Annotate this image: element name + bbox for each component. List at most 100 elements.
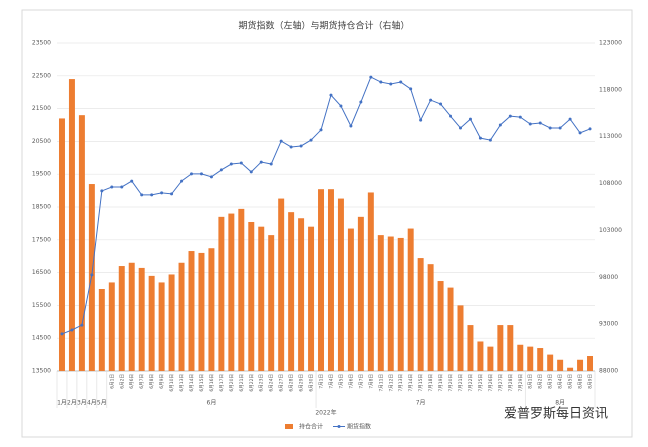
point — [279, 139, 283, 143]
point — [190, 172, 193, 176]
y-tick-label: 22500 — [32, 72, 51, 79]
bar — [288, 212, 295, 371]
point — [459, 126, 462, 130]
x-tick-label: 7月6日 — [348, 374, 354, 389]
y-tick-label: 14500 — [32, 335, 51, 342]
point — [100, 189, 104, 193]
bar — [318, 189, 325, 371]
x-group-label: 2月 — [67, 400, 77, 407]
bar — [298, 218, 305, 371]
bar — [357, 216, 364, 371]
y-tick-label: 18500 — [32, 204, 51, 211]
x-tick-label: 6月29日 — [299, 374, 305, 392]
bar — [148, 275, 155, 371]
x-tick-label: 7月29日 — [518, 374, 524, 392]
bar — [577, 359, 584, 371]
bar — [258, 226, 265, 371]
bar — [497, 325, 504, 371]
bar — [138, 267, 145, 371]
x-tick-label: 8月5日 — [568, 374, 574, 389]
bar — [397, 237, 404, 371]
point — [209, 175, 213, 179]
point — [229, 162, 233, 166]
legend-label: 持仓合计 — [299, 423, 323, 431]
x-tick-label: 7月21日 — [458, 374, 464, 392]
x-tick-label: 7月20日 — [448, 374, 454, 392]
point — [239, 161, 243, 165]
x-group-label: 3月 — [77, 400, 87, 407]
bar — [467, 325, 474, 371]
line — [61, 76, 591, 335]
point — [449, 114, 453, 118]
point — [369, 75, 373, 79]
bar — [158, 282, 165, 371]
x-tick-label: 6月8日 — [149, 374, 155, 389]
bar — [517, 344, 524, 371]
x-tick-label: 6月13日 — [179, 374, 185, 392]
x-tick-label: 6月2日 — [119, 374, 125, 389]
x-tick-label: 8月1日 — [528, 374, 534, 389]
x-tick-label: 6月7日 — [139, 374, 145, 389]
bar — [68, 79, 75, 371]
x-tick-label: 6月9日 — [159, 374, 165, 389]
x-group-label: 6月 — [207, 400, 217, 407]
bar — [377, 235, 384, 371]
y-tick-label: 16500 — [32, 269, 51, 276]
point — [538, 121, 542, 125]
x-tick-label: 7月22日 — [468, 374, 474, 392]
bar — [128, 262, 135, 371]
y-tick-label: 21500 — [32, 105, 51, 112]
bar — [268, 235, 275, 371]
x-tick-label: 6月6日 — [129, 374, 135, 389]
y2-tick-label: 118000 — [599, 86, 622, 93]
y-tick-label: 19500 — [32, 171, 51, 178]
y2-tick-label: 98000 — [599, 274, 618, 281]
point — [70, 328, 74, 332]
bar — [218, 216, 225, 371]
point — [548, 126, 552, 130]
point — [439, 102, 443, 106]
bar — [198, 252, 205, 371]
point — [379, 80, 383, 84]
bar — [557, 359, 564, 371]
x-tick-label: 6月16日 — [209, 374, 215, 392]
watermark: 爱普罗斯每日资讯 — [504, 406, 608, 422]
x-tick-label: 7月26日 — [488, 374, 494, 392]
bar — [537, 348, 544, 371]
point — [339, 104, 343, 108]
point — [399, 80, 403, 84]
bar — [527, 346, 534, 371]
x-tick-label: 6月1日 — [109, 374, 115, 389]
point — [528, 122, 532, 126]
bar — [437, 281, 444, 371]
point — [359, 100, 363, 104]
bar — [58, 118, 65, 371]
y-tick-label: 17500 — [32, 236, 51, 243]
bar — [308, 226, 315, 371]
bar — [228, 213, 235, 371]
point — [110, 185, 114, 189]
x-tick-label: 7月8日 — [368, 374, 374, 389]
point — [518, 115, 522, 119]
x-tick-label: 7月4日 — [328, 374, 334, 389]
bar — [327, 189, 334, 371]
x-group-label: 1月 — [57, 400, 67, 407]
y-tick-label: 20500 — [32, 138, 51, 145]
point — [309, 138, 313, 142]
point — [140, 193, 144, 197]
point — [180, 179, 184, 183]
legend-swatch — [285, 424, 293, 429]
point — [269, 162, 273, 166]
y2-tick-label: 123000 — [599, 40, 622, 47]
x-tick-label: 7月18日 — [428, 374, 434, 392]
bar — [387, 236, 394, 371]
y-tick-label: 13500 — [32, 368, 51, 375]
y2-tick-label: 88000 — [599, 368, 618, 375]
x-tick-label: 6月21日 — [239, 374, 245, 392]
point — [249, 170, 253, 174]
x-tick-label: 8月2日 — [538, 374, 544, 389]
x-group-label: 5月 — [97, 400, 107, 407]
bar — [347, 228, 354, 371]
x-tick-label: 6月22日 — [249, 374, 255, 392]
point — [468, 117, 472, 121]
